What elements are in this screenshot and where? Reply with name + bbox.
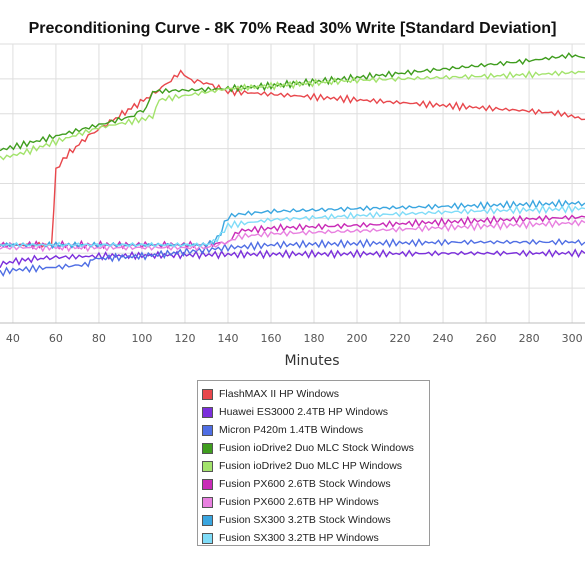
x-axis-ticks: 40 60 80 100 120 140 160 180 200 220 240 260 280 300 (6, 332, 583, 345)
legend-item: FlashMAX II HP Windows (198, 385, 429, 403)
legend-item: Fusion ioDrive2 Duo MLC HP Windows (198, 457, 429, 475)
legend-label: Fusion ioDrive2 Duo MLC Stock Windows (219, 442, 414, 454)
series-line (0, 198, 585, 250)
grid (0, 43, 585, 324)
x-tick-label: 120 (174, 332, 195, 345)
legend: FlashMAX II HP Windows Huawei ES3000 2.4T… (197, 380, 430, 546)
legend-label: Huawei ES3000 2.4TB HP Windows (219, 406, 389, 418)
x-tick-label: 240 (433, 332, 454, 345)
legend-item: Fusion PX600 2.6TB Stock Windows (198, 475, 429, 493)
x-tick-label: 160 (260, 332, 281, 345)
x-tick-label: 140 (217, 332, 238, 345)
legend-item: Fusion ioDrive2 Duo MLC Stock Windows (198, 439, 429, 457)
legend-swatch (202, 388, 213, 400)
legend-label: Fusion SX300 3.2TB HP Windows (219, 532, 379, 544)
legend-swatch (202, 460, 213, 472)
x-tick-label: 220 (390, 332, 411, 345)
legend-swatch (202, 532, 213, 544)
legend-swatch (202, 514, 213, 526)
series-line (0, 214, 585, 250)
x-tick-label: 180 (304, 332, 325, 345)
x-tick-label: 100 (131, 332, 152, 345)
series-line (0, 237, 585, 278)
x-axis-label: Minutes (284, 353, 339, 369)
legend-swatch (202, 442, 213, 454)
legend-label: Fusion PX600 2.6TB Stock Windows (219, 478, 391, 490)
legend-label: Fusion ioDrive2 Duo MLC HP Windows (219, 460, 403, 472)
x-tick-label: 260 (476, 332, 497, 345)
legend-swatch (202, 424, 213, 436)
x-tick-label: 80 (92, 332, 106, 345)
x-tick-label: 40 (6, 332, 20, 345)
x-tick-label: 60 (49, 332, 63, 345)
legend-label: Fusion SX300 3.2TB Stock Windows (219, 514, 391, 526)
legend-item: Fusion SX300 3.2TB HP Windows (198, 529, 429, 547)
legend-label: Micron P420m 1.4TB Windows (219, 424, 364, 436)
series-line (0, 69, 585, 248)
legend-label: FlashMAX II HP Windows (219, 388, 340, 400)
legend-swatch (202, 406, 213, 418)
chart-title: Preconditioning Curve - 8K 70% Read 30% … (28, 20, 557, 37)
legend-item: Huawei ES3000 2.4TB HP Windows (198, 403, 429, 421)
legend-label: Fusion PX600 2.6TB HP Windows (219, 496, 379, 508)
series-lines (0, 52, 585, 278)
legend-swatch (202, 496, 213, 508)
x-tick-label: 200 (347, 332, 368, 345)
legend-item: Fusion PX600 2.6TB HP Windows (198, 493, 429, 511)
series-line (0, 69, 585, 161)
legend-swatch (202, 478, 213, 490)
legend-item: Fusion SX300 3.2TB Stock Windows (198, 511, 429, 529)
line-chart: 40 60 80 100 120 140 160 180 200 220 240 260 280 300 … (0, 43, 585, 369)
legend-item: Micron P420m 1.4TB Windows (198, 421, 429, 439)
series-line (0, 248, 585, 269)
series-line (0, 219, 585, 253)
x-tick-label: 300 (562, 332, 583, 345)
x-tick-label: 280 (519, 332, 540, 345)
series-line (0, 203, 585, 248)
